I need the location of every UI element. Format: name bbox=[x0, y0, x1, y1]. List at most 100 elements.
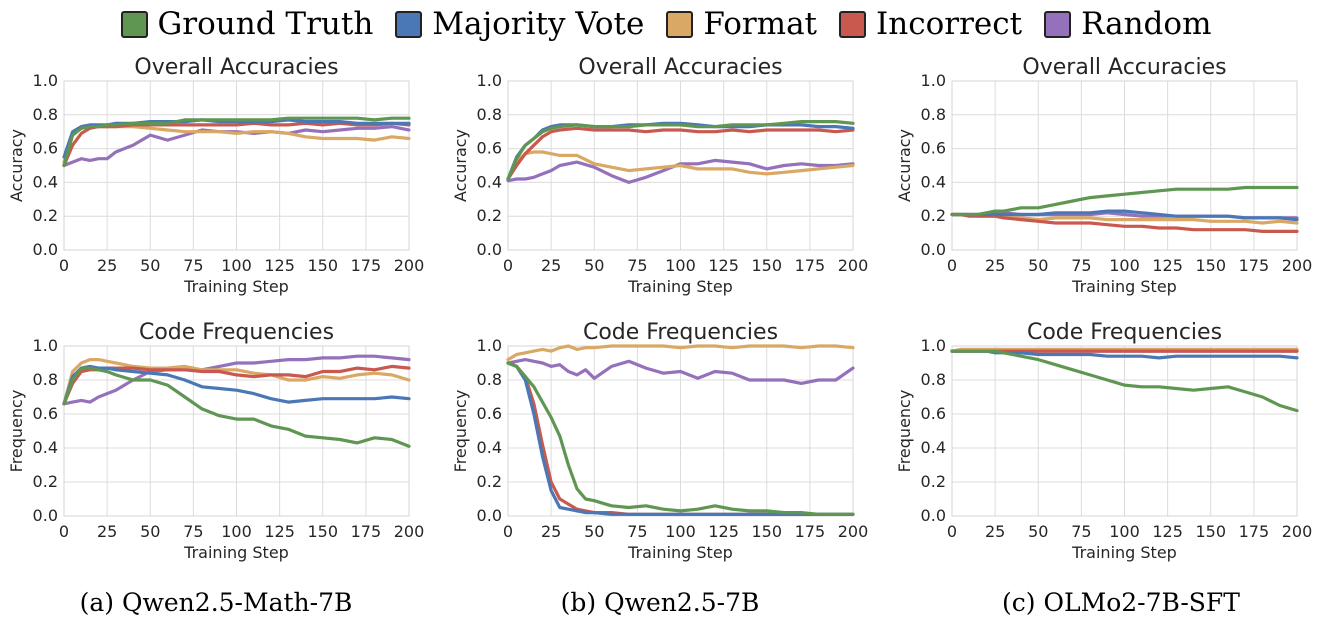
x-tick-label: 175 bbox=[795, 256, 826, 275]
x-tick-label: 125 bbox=[264, 256, 295, 275]
y-tick-label: 0.2 bbox=[921, 472, 946, 491]
x-tick-label: 200 bbox=[1282, 522, 1313, 541]
plot-frame bbox=[63, 345, 410, 517]
x-tick-label: 50 bbox=[584, 256, 604, 275]
y-tick-label: 0.6 bbox=[477, 139, 502, 158]
y-tick-label: 0.2 bbox=[477, 472, 502, 491]
x-tick-label: 175 bbox=[351, 256, 382, 275]
y-tick-label: 0.4 bbox=[477, 172, 502, 191]
x-tick-label: 200 bbox=[838, 522, 869, 541]
y-tick-label: 1.0 bbox=[477, 71, 502, 90]
y-axis-label: Frequency bbox=[7, 390, 26, 473]
x-tick-label: 25 bbox=[541, 522, 561, 541]
series-line-ground-truth bbox=[62, 366, 411, 448]
x-tick-label: 75 bbox=[627, 256, 647, 275]
x-tick-label: 100 bbox=[665, 522, 696, 541]
legend-item: Incorrect bbox=[839, 5, 1023, 42]
y-tick-label: 0.8 bbox=[477, 105, 502, 124]
legend-swatch-ground-truth bbox=[120, 10, 148, 38]
legend-item: Majority Vote bbox=[395, 5, 645, 42]
x-tick-label: 50 bbox=[1028, 522, 1048, 541]
series-line-ground-truth bbox=[506, 361, 855, 516]
y-tick-label: 0.4 bbox=[921, 172, 946, 191]
legend-swatch-incorrect bbox=[839, 10, 867, 38]
y-tick-label: 0.0 bbox=[477, 506, 502, 525]
panel-title: Code Frequencies bbox=[139, 320, 334, 345]
legend-label: Random bbox=[1081, 5, 1212, 42]
x-tick-label: 125 bbox=[264, 522, 295, 541]
y-tick-label: 0.6 bbox=[33, 404, 58, 423]
x-tick-label: 100 bbox=[665, 256, 696, 275]
x-tick-label: 100 bbox=[221, 256, 252, 275]
x-tick-label: 25 bbox=[985, 256, 1005, 275]
y-tick-label: 0.0 bbox=[33, 506, 58, 525]
y-axis-label: Accuracy bbox=[895, 129, 914, 202]
x-tick-label: 100 bbox=[1109, 522, 1140, 541]
y-tick-label: 0.4 bbox=[921, 438, 946, 457]
x-tick-label: 0 bbox=[59, 256, 69, 275]
x-tick-label: 175 bbox=[351, 522, 382, 541]
x-axis-label: Training Step bbox=[183, 277, 289, 296]
plot-frame bbox=[507, 345, 854, 517]
caption-olmo: (c) OLMo2-7B-SFT bbox=[1002, 588, 1240, 617]
x-tick-label: 200 bbox=[394, 522, 425, 541]
chart-panel: 0 25 50 75 100 125 150 175 200 0.0 0.2 0.4 0.6 0.8 1.0… bbox=[895, 320, 1312, 562]
caption-qwen: (b) Qwen2.5-7B bbox=[560, 588, 760, 617]
plot-frame bbox=[951, 80, 1298, 251]
y-tick-label: 0.6 bbox=[477, 404, 502, 423]
x-axis-label: Training Step bbox=[183, 543, 289, 562]
x-tick-label: 150 bbox=[1195, 256, 1226, 275]
y-tick-label: 0.4 bbox=[33, 172, 58, 191]
legend-swatch-majority-vote bbox=[395, 10, 423, 38]
y-tick-label: 0.2 bbox=[33, 206, 58, 225]
y-tick-label: 0.8 bbox=[921, 370, 946, 389]
series-line-incorrect bbox=[506, 126, 855, 181]
panel-title: Overall Accuracies bbox=[134, 55, 338, 80]
series-line-majority-vote bbox=[506, 361, 855, 516]
y-tick-label: 0.8 bbox=[921, 105, 946, 124]
panel-title: Code Frequencies bbox=[583, 320, 778, 345]
x-tick-label: 100 bbox=[221, 522, 252, 541]
series-line-majority-vote bbox=[62, 364, 411, 406]
legend-label: Incorrect bbox=[876, 5, 1023, 42]
y-tick-label: 0.0 bbox=[477, 240, 502, 259]
y-tick-label: 1.0 bbox=[921, 336, 946, 355]
y-tick-label: 0.2 bbox=[33, 472, 58, 491]
series-line-ground-truth bbox=[506, 119, 855, 181]
legend-label: Majority Vote bbox=[432, 5, 645, 42]
chart-panel: 0 25 50 75 100 125 150 175 200 0.0 0.2 0.4 0.6 0.8 1.0… bbox=[451, 320, 868, 562]
x-tick-label: 50 bbox=[140, 522, 160, 541]
series-line-random bbox=[506, 358, 855, 385]
y-tick-label: 0.4 bbox=[477, 438, 502, 457]
y-tick-label: 0.0 bbox=[921, 240, 946, 259]
series-line-format bbox=[62, 358, 411, 406]
x-tick-label: 200 bbox=[394, 256, 425, 275]
series-line-incorrect bbox=[950, 212, 1299, 233]
x-tick-label: 150 bbox=[307, 522, 338, 541]
x-tick-label: 175 bbox=[1239, 256, 1270, 275]
x-tick-label: 0 bbox=[947, 256, 957, 275]
chart-panel: 0 25 50 75 100 125 150 175 200 0.0 0.2 0.4 0.6 0.8 1.0… bbox=[7, 55, 424, 296]
x-tick-label: 125 bbox=[1152, 256, 1183, 275]
x-tick-label: 0 bbox=[503, 256, 513, 275]
series-line-random bbox=[62, 354, 411, 406]
y-tick-label: 0.6 bbox=[33, 139, 58, 158]
y-tick-label: 0.4 bbox=[33, 438, 58, 457]
x-tick-label: 25 bbox=[97, 522, 117, 541]
x-tick-label: 150 bbox=[751, 256, 782, 275]
x-tick-label: 125 bbox=[1152, 522, 1183, 541]
x-tick-label: 75 bbox=[183, 522, 203, 541]
caption-qwen-math: (a) Qwen2.5-Math-7B bbox=[79, 588, 353, 617]
legend-label: Ground Truth bbox=[157, 5, 374, 42]
series-line-ground-truth bbox=[950, 185, 1299, 217]
legend-swatch-format bbox=[666, 10, 694, 38]
panel-title: Overall Accuracies bbox=[578, 55, 782, 80]
x-tick-label: 25 bbox=[985, 522, 1005, 541]
x-axis-label: Training Step bbox=[627, 543, 733, 562]
y-axis-label: Accuracy bbox=[7, 129, 26, 202]
legend-item: Format bbox=[666, 8, 817, 40]
legend: Ground Truth Majority Vote Format Incorr… bbox=[0, 2, 1332, 46]
x-tick-label: 0 bbox=[503, 522, 513, 541]
x-tick-label: 50 bbox=[584, 522, 604, 541]
